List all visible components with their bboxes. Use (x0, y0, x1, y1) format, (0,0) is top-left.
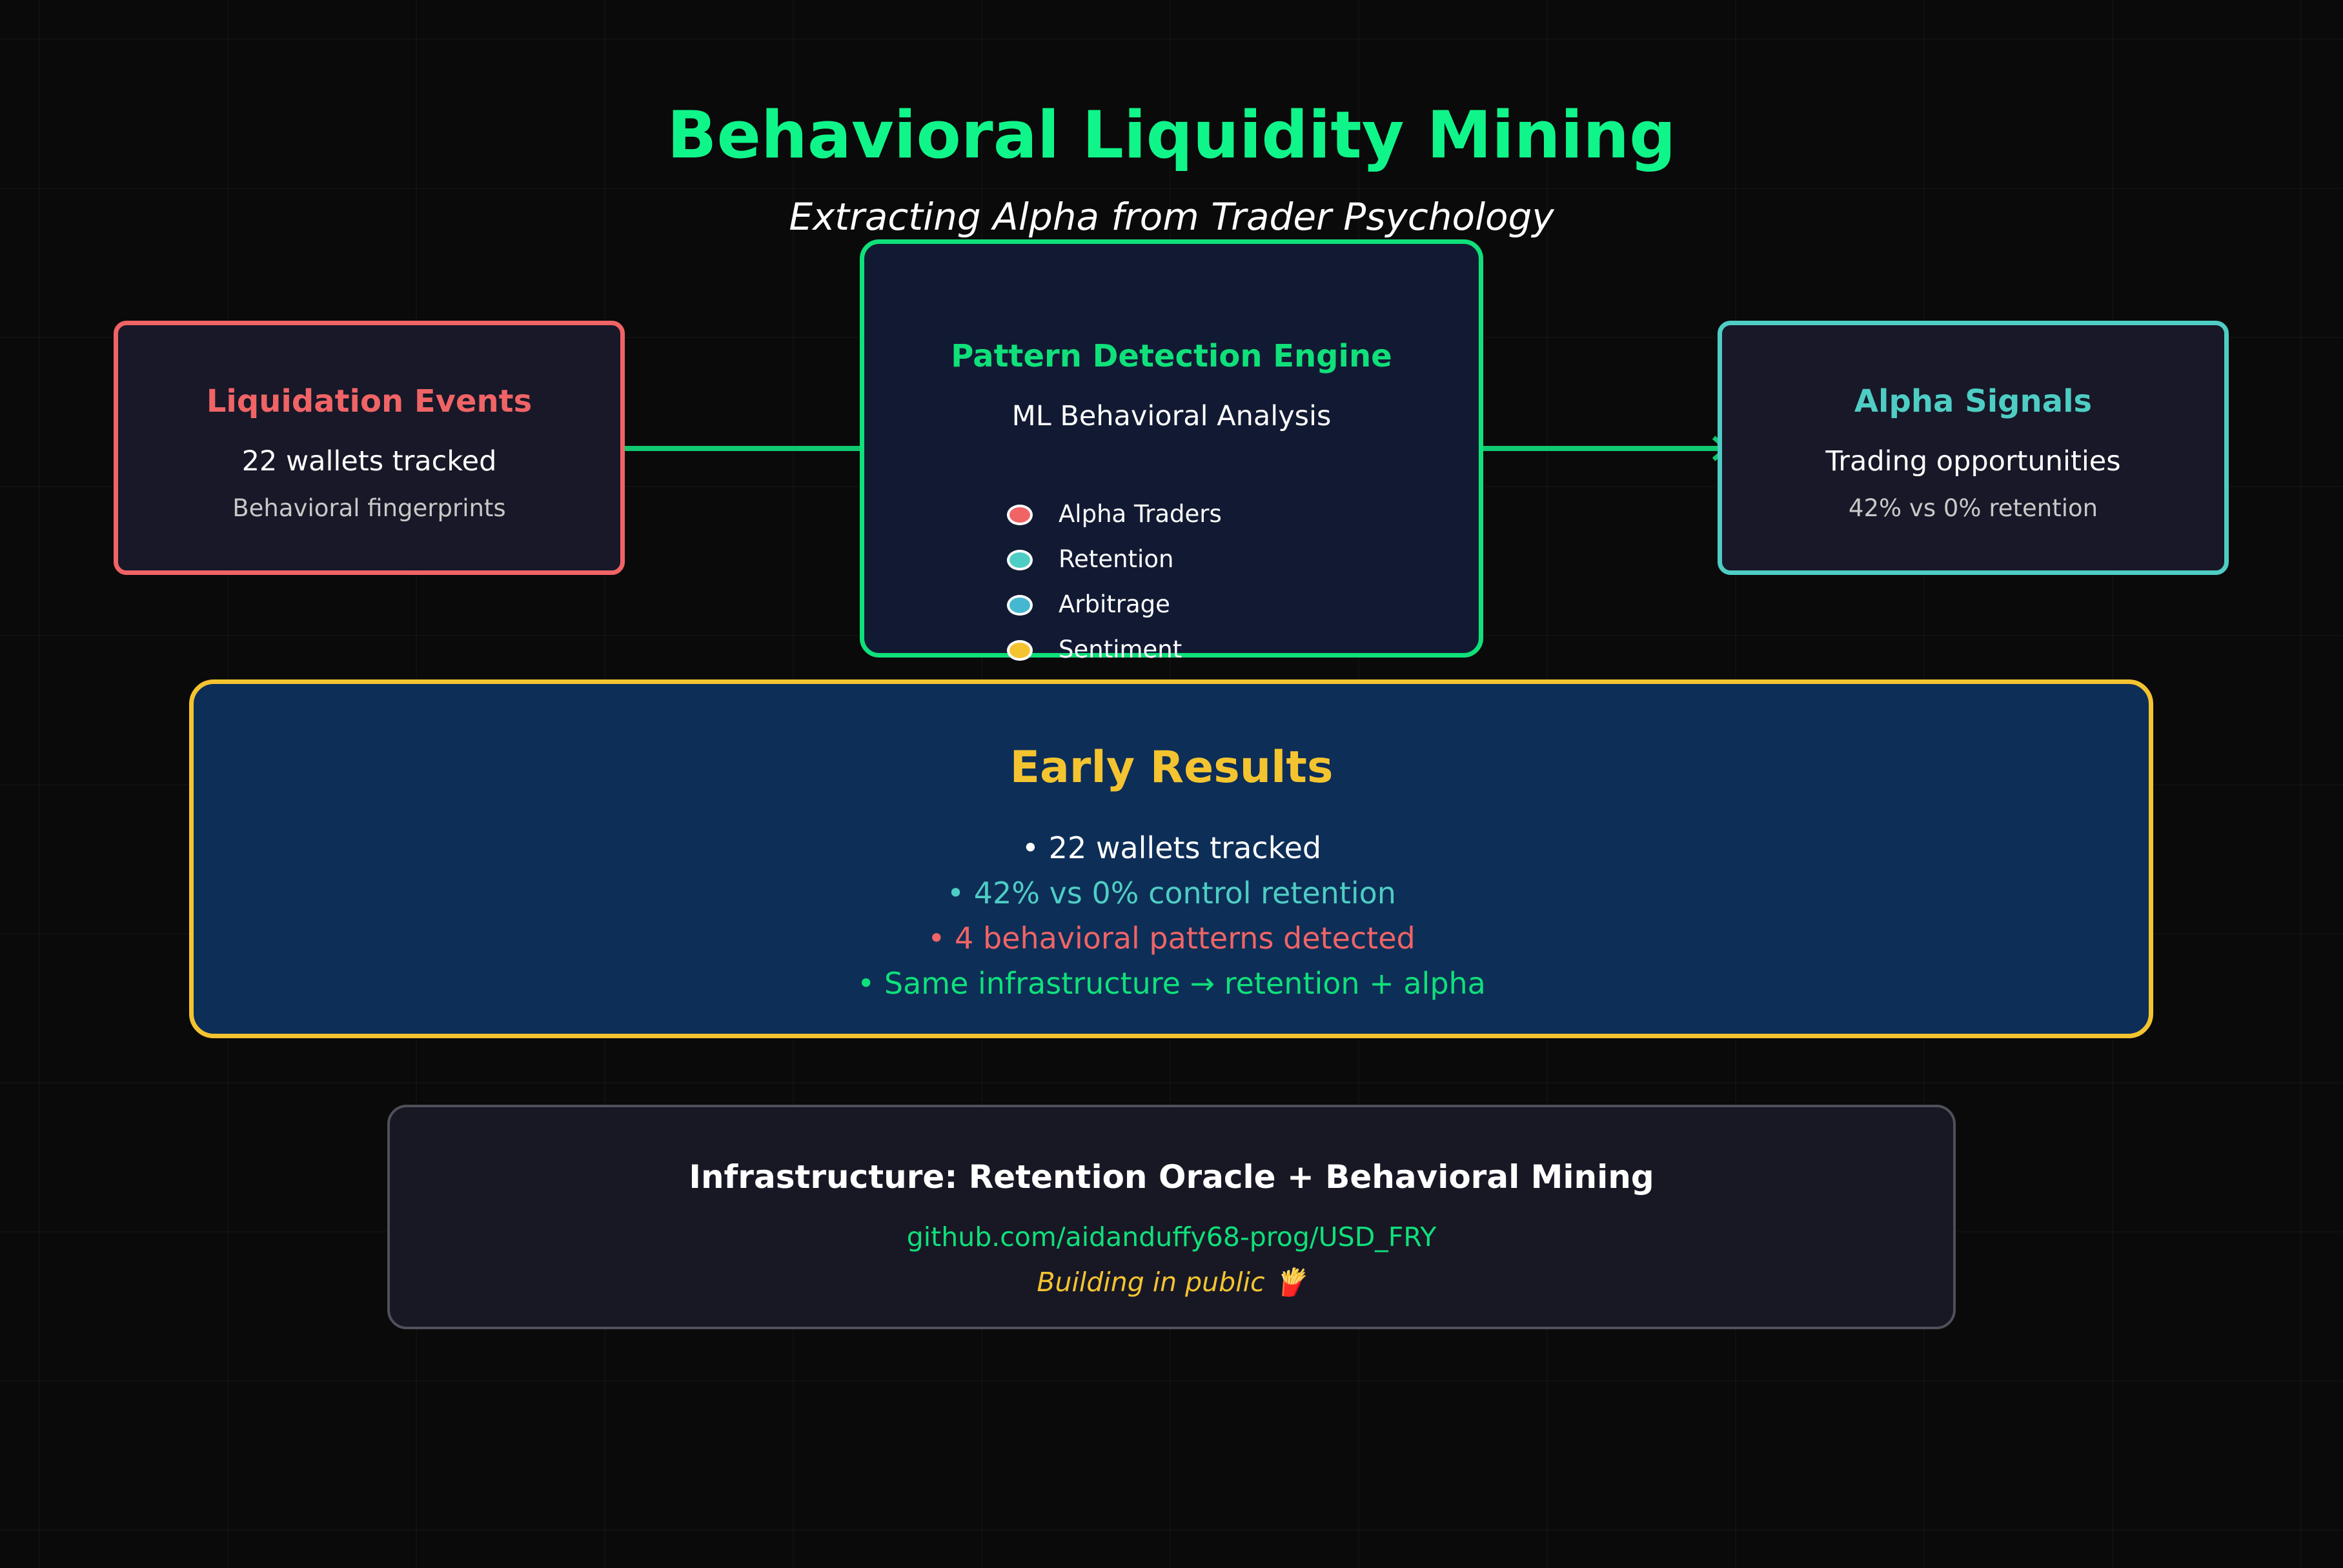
liquidation-events-title: Liquidation Events (206, 383, 532, 419)
engine-subtitle: ML Behavioral Analysis (1011, 400, 1332, 432)
repo-link[interactable]: github.com/aidanduffy68-prog/USD_FRY (906, 1221, 1437, 1252)
pattern-detection-engine-box (860, 239, 1483, 658)
result-item-infrastructure: • Same infrastructure → retention + alph… (857, 966, 1486, 1001)
alpha-signals-title: Alpha Signals (1854, 383, 2093, 419)
result-item-patterns: • 4 behavioral patterns detected (928, 921, 1415, 956)
liquidation-events-line1: 22 wallets tracked (241, 445, 497, 477)
infrastructure-title: Infrastructure: Retention Oracle + Behav… (689, 1158, 1654, 1196)
engine-title: Pattern Detection Engine (951, 338, 1392, 374)
page-title: Behavioral Liquidity Mining (667, 97, 1676, 173)
alpha-signals-line2: 42% vs 0% retention (1848, 494, 2098, 522)
legend-dot-arbitrage (1007, 595, 1033, 616)
alpha-signals-line1: Trading opportunities (1825, 445, 2121, 477)
page-subtitle: Extracting Alpha from Trader Psychology (789, 195, 1554, 239)
liquidation-events-box (114, 321, 625, 575)
legend-label-retention: Retention (1059, 545, 1174, 573)
result-item-wallets: • 22 wallets tracked (1021, 830, 1322, 865)
alpha-signals-box (1718, 321, 2229, 575)
legend-label-alpha-traders: Alpha Traders (1059, 500, 1222, 528)
early-results-title: Early Results (1009, 742, 1334, 793)
result-item-retention: • 42% vs 0% control retention (947, 876, 1396, 910)
legend-dot-retention (1007, 550, 1033, 570)
infrastructure-box (387, 1105, 1956, 1329)
legend-dot-sentiment (1007, 640, 1033, 661)
building-in-public-tagline: Building in public 🍟 (1037, 1267, 1306, 1298)
legend-label-sentiment: Sentiment (1059, 636, 1182, 663)
liquidation-events-line2: Behavioral fingerprints (232, 494, 506, 522)
legend-label-arbitrage: Arbitrage (1059, 590, 1170, 618)
early-results-box (189, 679, 2153, 1038)
legend-dot-alpha-traders (1007, 505, 1033, 525)
